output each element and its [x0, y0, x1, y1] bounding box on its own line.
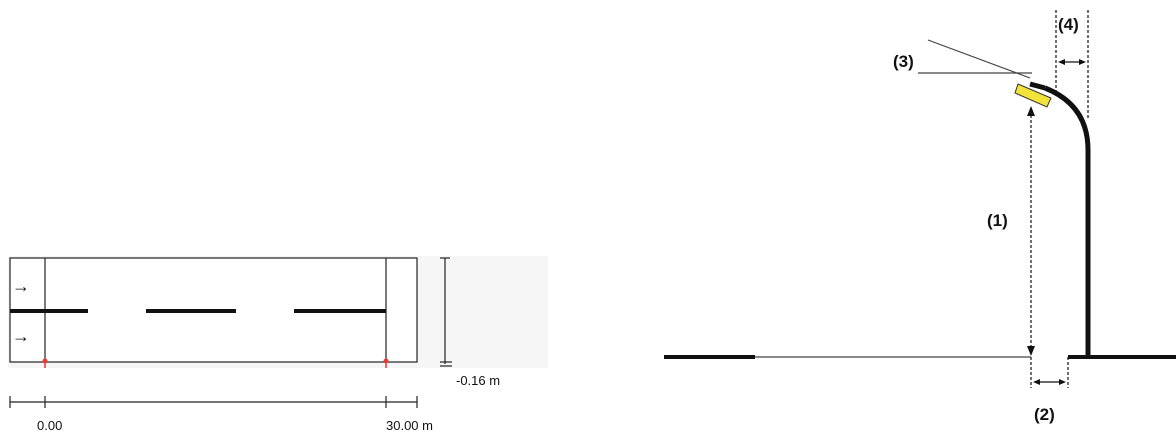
road-plan: → → -0.16 m 0.00 30.00 m: [8, 256, 548, 433]
start-position-label: 0.00: [37, 418, 62, 433]
direction-arrow-upper: →: [12, 276, 30, 296]
setback-dimension: [1030, 357, 1069, 388]
callout-2: (2): [1034, 405, 1055, 424]
pole-marker-start: [42, 358, 48, 368]
arm-length-dimension: [1055, 10, 1089, 120]
callout-1: (1): [987, 211, 1008, 230]
end-position-label: 30.00 m: [386, 418, 433, 433]
direction-arrow-lower: →: [12, 326, 30, 346]
pole-elevation: (3) (1) (2) (4): [664, 10, 1176, 424]
pole: [1044, 85, 1091, 357]
road-width-dimension: [440, 257, 452, 367]
pole-marker-end: [383, 358, 389, 368]
callout-4: (4): [1058, 15, 1079, 34]
bracket-arm: [1029, 81, 1046, 91]
tilt-angle-line: [927, 39, 1031, 79]
pole-spacing-dimension: [9, 396, 418, 408]
luminaire: [1014, 83, 1052, 108]
mounting-height-dimension: [1027, 106, 1035, 356]
callout-3: (3): [893, 52, 914, 71]
road-width-label: -0.16 m: [456, 373, 500, 388]
